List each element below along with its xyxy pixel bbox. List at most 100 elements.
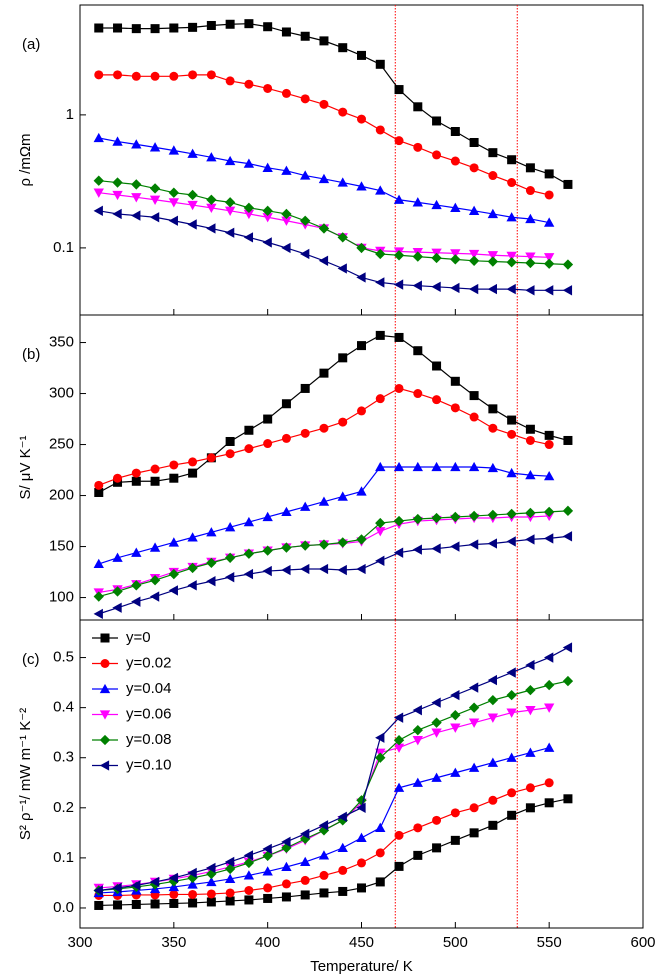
- data-point: [375, 555, 385, 567]
- data-point: [93, 188, 104, 198]
- data-point: [393, 782, 405, 792]
- data-point: [468, 762, 480, 772]
- data-point: [431, 281, 441, 292]
- data-point: [450, 127, 460, 137]
- data-point: [168, 537, 180, 547]
- data-point: [263, 83, 273, 93]
- data-point: [562, 642, 573, 653]
- data-point: [394, 830, 404, 840]
- legend-label: y=0.10: [126, 756, 171, 773]
- data-point: [187, 879, 198, 889]
- data-point: [412, 461, 423, 472]
- legend-label: y=0.06: [126, 705, 171, 722]
- data-point: [525, 507, 536, 519]
- data-point: [169, 473, 179, 483]
- data-point: [150, 71, 160, 81]
- data-point: [525, 783, 535, 793]
- data-point: [507, 415, 517, 425]
- y-tick-label: 200: [49, 487, 74, 504]
- data-point: [562, 285, 573, 296]
- data-point: [224, 155, 236, 166]
- data-point: [468, 682, 479, 693]
- data-point: [450, 723, 461, 733]
- data-point: [112, 602, 122, 613]
- y-tick-label: 300: [49, 385, 74, 402]
- data-point: [506, 508, 517, 520]
- y-tick-label: 0.0: [53, 899, 74, 916]
- data-point: [431, 697, 441, 708]
- data-point: [93, 205, 103, 216]
- data-point: [357, 50, 366, 60]
- data-point: [525, 469, 536, 480]
- data-point: [338, 353, 348, 363]
- data-point: [262, 565, 272, 577]
- data-point: [225, 19, 235, 29]
- legend-label: y=0.04: [126, 680, 171, 697]
- data-point: [168, 145, 180, 155]
- data-point: [206, 194, 217, 205]
- data-point: [225, 76, 235, 86]
- data-point: [375, 330, 385, 340]
- data-point: [113, 70, 123, 80]
- x-axis-label: Temperature/ K: [310, 958, 413, 975]
- data-point: [450, 376, 460, 386]
- data-point: [562, 531, 573, 542]
- data-point: [394, 861, 404, 871]
- data-point: [281, 27, 291, 37]
- data-point: [337, 815, 348, 826]
- data-point: [375, 822, 386, 832]
- data-point: [356, 563, 366, 575]
- data-point: [150, 476, 160, 486]
- data-point: [263, 883, 273, 893]
- x-tick-label: 450: [349, 934, 374, 951]
- data-point: [432, 361, 442, 371]
- data-point: [113, 473, 123, 483]
- data-point: [450, 808, 460, 818]
- data-point: [188, 457, 198, 467]
- data-point: [300, 856, 311, 867]
- y-tick-label: 150: [49, 538, 74, 555]
- data-point: [356, 181, 367, 191]
- data-point: [149, 212, 160, 223]
- data-point: [488, 795, 498, 805]
- data-point: [562, 505, 574, 517]
- data-point: [243, 850, 254, 861]
- data-point: [112, 190, 123, 201]
- legend-label: y=0.08: [126, 731, 171, 748]
- data-point: [450, 689, 460, 701]
- data-point: [412, 280, 422, 291]
- data-point: [113, 900, 123, 910]
- data-point: [262, 850, 273, 862]
- data-point: [262, 213, 273, 223]
- data-point: [206, 453, 216, 463]
- data-point: [394, 332, 404, 342]
- y-axis-label: ρ /mΩm: [17, 133, 34, 186]
- data-point: [375, 59, 385, 69]
- data-point: [206, 576, 216, 587]
- data-point: [318, 223, 330, 234]
- data-point: [412, 251, 423, 262]
- data-point: [300, 428, 310, 438]
- data-point: [188, 22, 198, 32]
- data-point: [319, 36, 329, 46]
- data-point: [300, 501, 311, 511]
- data-point: [319, 888, 329, 898]
- data-point: [337, 842, 348, 853]
- y-tick-label: 1: [66, 106, 74, 123]
- data-point: [507, 178, 517, 188]
- data-point: [393, 279, 404, 290]
- data-point: [243, 857, 255, 869]
- data-point: [543, 285, 554, 296]
- data-point: [149, 591, 160, 602]
- data-point: [412, 704, 422, 716]
- data-point: [506, 689, 517, 701]
- y-tick-label: 0.1: [53, 239, 74, 256]
- data-point: [450, 156, 460, 166]
- data-point: [525, 257, 536, 269]
- data-point: [187, 562, 198, 574]
- data-point: [244, 19, 254, 29]
- data-point: [281, 892, 291, 902]
- data-point: [525, 747, 536, 757]
- data-point: [206, 223, 216, 234]
- data-point: [188, 898, 198, 908]
